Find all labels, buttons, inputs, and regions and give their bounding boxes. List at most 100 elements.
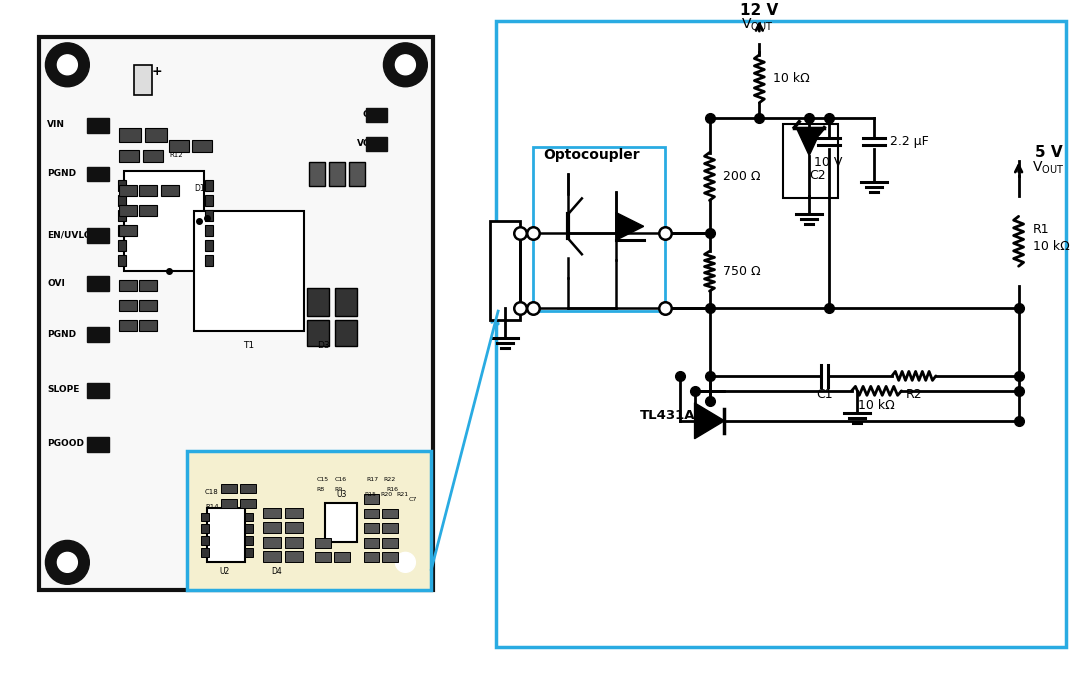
Text: VOUT: VOUT (357, 139, 386, 148)
Circle shape (395, 55, 416, 75)
Bar (207, 508, 245, 562)
Bar (118, 195, 126, 206)
Circle shape (57, 552, 78, 573)
Bar (119, 206, 137, 216)
Bar (262, 551, 281, 562)
Bar (221, 484, 237, 493)
Bar (328, 162, 345, 186)
Bar (245, 549, 253, 558)
Bar (240, 484, 256, 493)
Text: 10 kΩ: 10 kΩ (859, 399, 895, 412)
Bar (170, 140, 189, 151)
Text: 750 Ω: 750 Ω (724, 264, 761, 277)
Text: D4: D4 (271, 567, 282, 576)
Text: SLOPE: SLOPE (48, 386, 80, 395)
Text: PGND: PGND (48, 169, 77, 178)
Text: 5 V: 5 V (1035, 145, 1063, 160)
Bar (262, 538, 281, 549)
Text: PGOOD: PGOOD (48, 439, 84, 448)
Bar (87, 276, 109, 291)
Bar (349, 162, 365, 186)
Bar (285, 551, 302, 562)
Circle shape (45, 43, 90, 87)
Bar (382, 552, 399, 562)
Bar (119, 149, 139, 162)
Text: VIN: VIN (48, 120, 66, 129)
Bar (490, 221, 521, 320)
Bar (201, 525, 208, 534)
Bar (124, 171, 204, 271)
Bar (364, 538, 379, 549)
Bar (307, 320, 328, 346)
Bar (144, 149, 163, 162)
Bar (118, 210, 126, 221)
Bar (364, 552, 379, 562)
Text: R12: R12 (170, 151, 183, 158)
Text: V$_{\rm OUT}$: V$_{\rm OUT}$ (741, 17, 773, 34)
Circle shape (45, 540, 90, 584)
Bar (87, 327, 109, 342)
Text: C18: C18 (205, 488, 219, 495)
Text: C1: C1 (815, 388, 833, 401)
Bar (365, 108, 388, 122)
Bar (118, 240, 126, 251)
Bar (205, 180, 213, 191)
Text: D1: D1 (194, 184, 204, 193)
Bar (382, 523, 399, 534)
Polygon shape (694, 403, 725, 438)
Bar (139, 280, 157, 291)
Text: +: + (152, 65, 162, 78)
Bar (134, 65, 152, 95)
Text: R8: R8 (316, 486, 325, 492)
Bar (201, 549, 208, 558)
Bar (262, 523, 281, 534)
Bar (364, 523, 379, 534)
Text: PGND: PGND (48, 329, 77, 338)
Bar (87, 437, 109, 451)
Bar (205, 225, 213, 236)
Bar (307, 288, 328, 316)
Bar (783, 123, 838, 199)
Bar (245, 525, 253, 534)
Bar (365, 136, 388, 151)
Bar (118, 225, 126, 236)
Text: R22: R22 (383, 477, 395, 482)
Bar (118, 256, 126, 266)
Text: 12 V: 12 V (740, 3, 779, 18)
Text: R17: R17 (366, 477, 379, 482)
Text: C7: C7 (408, 497, 417, 501)
Text: R20: R20 (380, 492, 393, 497)
Bar (221, 499, 237, 508)
Text: 10 kΩ: 10 kΩ (773, 72, 810, 85)
Bar (145, 127, 167, 142)
Bar (119, 186, 137, 197)
Circle shape (383, 540, 428, 584)
Bar (314, 538, 330, 549)
Text: Optocoupler: Optocoupler (543, 147, 639, 162)
Bar (382, 508, 399, 519)
Text: R15: R15 (365, 492, 377, 497)
Bar (285, 508, 302, 519)
Bar (325, 503, 356, 543)
Text: C2: C2 (809, 169, 825, 182)
Text: R14: R14 (205, 503, 218, 510)
Bar (382, 538, 399, 549)
Text: U3: U3 (336, 490, 347, 499)
Polygon shape (796, 127, 822, 155)
Text: T1: T1 (243, 341, 255, 350)
Text: R16: R16 (387, 486, 399, 492)
Bar (334, 552, 350, 562)
Bar (139, 206, 157, 216)
Text: 2.2 µF: 2.2 µF (890, 135, 929, 148)
Bar (335, 288, 356, 316)
Text: OVI: OVI (48, 279, 65, 288)
Bar (139, 320, 157, 331)
Text: R1: R1 (1032, 223, 1049, 236)
Text: V$_{\rm OUT}$: V$_{\rm OUT}$ (1032, 160, 1065, 176)
Text: R21: R21 (396, 492, 408, 497)
Bar (240, 499, 256, 508)
Bar (161, 186, 179, 197)
Bar (364, 508, 379, 519)
Bar (262, 508, 281, 519)
Bar (496, 21, 1066, 647)
